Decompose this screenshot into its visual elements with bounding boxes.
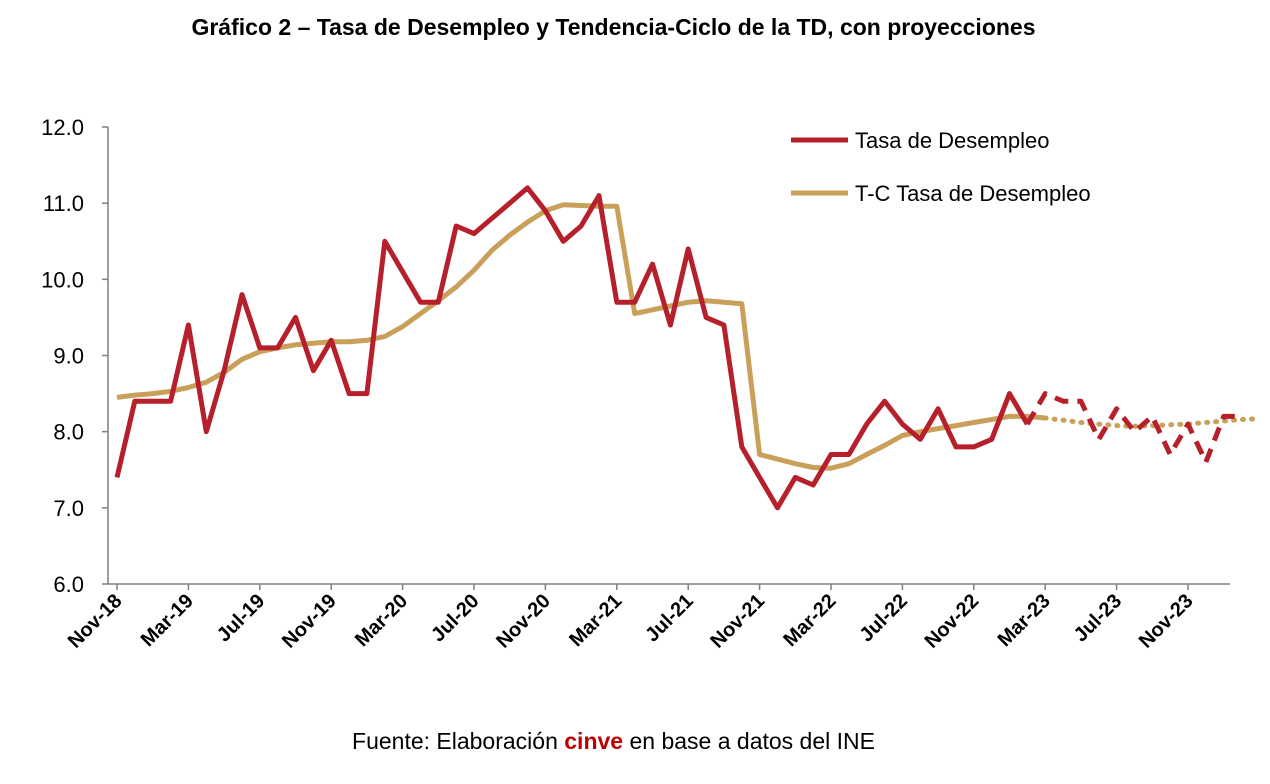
x-tick-label: Nov-21 xyxy=(706,590,769,653)
source-prefix: Fuente: Elaboración xyxy=(352,728,565,754)
x-tick-label: Nov-20 xyxy=(492,590,555,653)
legend-label: Tasa de Desempleo xyxy=(855,128,1049,153)
x-tick-label: Mar-20 xyxy=(351,590,412,651)
x-tick-label: Mar-23 xyxy=(994,590,1055,651)
y-tick-label: 6.0 xyxy=(53,572,84,597)
chart-legend: Tasa de Desempleo T-C Tasa de Desempleo xyxy=(791,128,1091,206)
y-tick-label: 10.0 xyxy=(41,267,84,292)
y-axis-ticks: 6.0 7.0 8.0 9.0 10.0 11.0 12.0 xyxy=(41,115,108,597)
y-tick-label: 12.0 xyxy=(41,115,84,140)
x-tick-label: Jul-23 xyxy=(1070,590,1126,646)
y-tick-label: 11.0 xyxy=(43,191,84,216)
x-tick-label: Mar-22 xyxy=(779,590,840,651)
source-suffix: en base a datos del INE xyxy=(623,728,875,754)
series-tc-tasa-desempleo-proyeccion xyxy=(1042,415,1262,429)
x-tick-label: Nov-22 xyxy=(921,590,984,653)
x-axis-ticks: Nov-18 Mar-19 Jul-19 Nov-19 Mar-20 Jul-20 Nov-… xyxy=(64,584,1198,653)
chart-title: Gráfico 2 – Tasa de Desempleo y Tendenci… xyxy=(191,14,1036,40)
source-note: Fuente: Elaboración cinve en base a dato… xyxy=(0,728,1227,755)
x-tick-label: Nov-18 xyxy=(64,590,127,653)
x-tick-label: Jul-22 xyxy=(855,590,911,646)
x-tick-label: Jul-20 xyxy=(427,590,483,646)
x-tick-label: Jul-21 xyxy=(641,590,697,646)
x-tick-label: Nov-23 xyxy=(1135,590,1198,653)
source-brand: cinve xyxy=(564,728,624,754)
x-tick-label: Jul-19 xyxy=(213,590,269,646)
y-tick-label: 7.0 xyxy=(53,496,84,521)
chart-series xyxy=(114,185,1262,511)
x-tick-label: Mar-19 xyxy=(137,590,198,651)
x-tick-label: Nov-19 xyxy=(278,590,341,653)
series-tasa-desempleo-proyeccion xyxy=(1025,391,1242,465)
x-tick-label: Mar-21 xyxy=(565,590,626,651)
y-tick-label: 8.0 xyxy=(53,420,84,445)
series-tasa-desempleo xyxy=(114,185,1030,511)
legend-label: T-C Tasa de Desempleo xyxy=(855,181,1091,206)
y-tick-label: 9.0 xyxy=(53,344,84,369)
